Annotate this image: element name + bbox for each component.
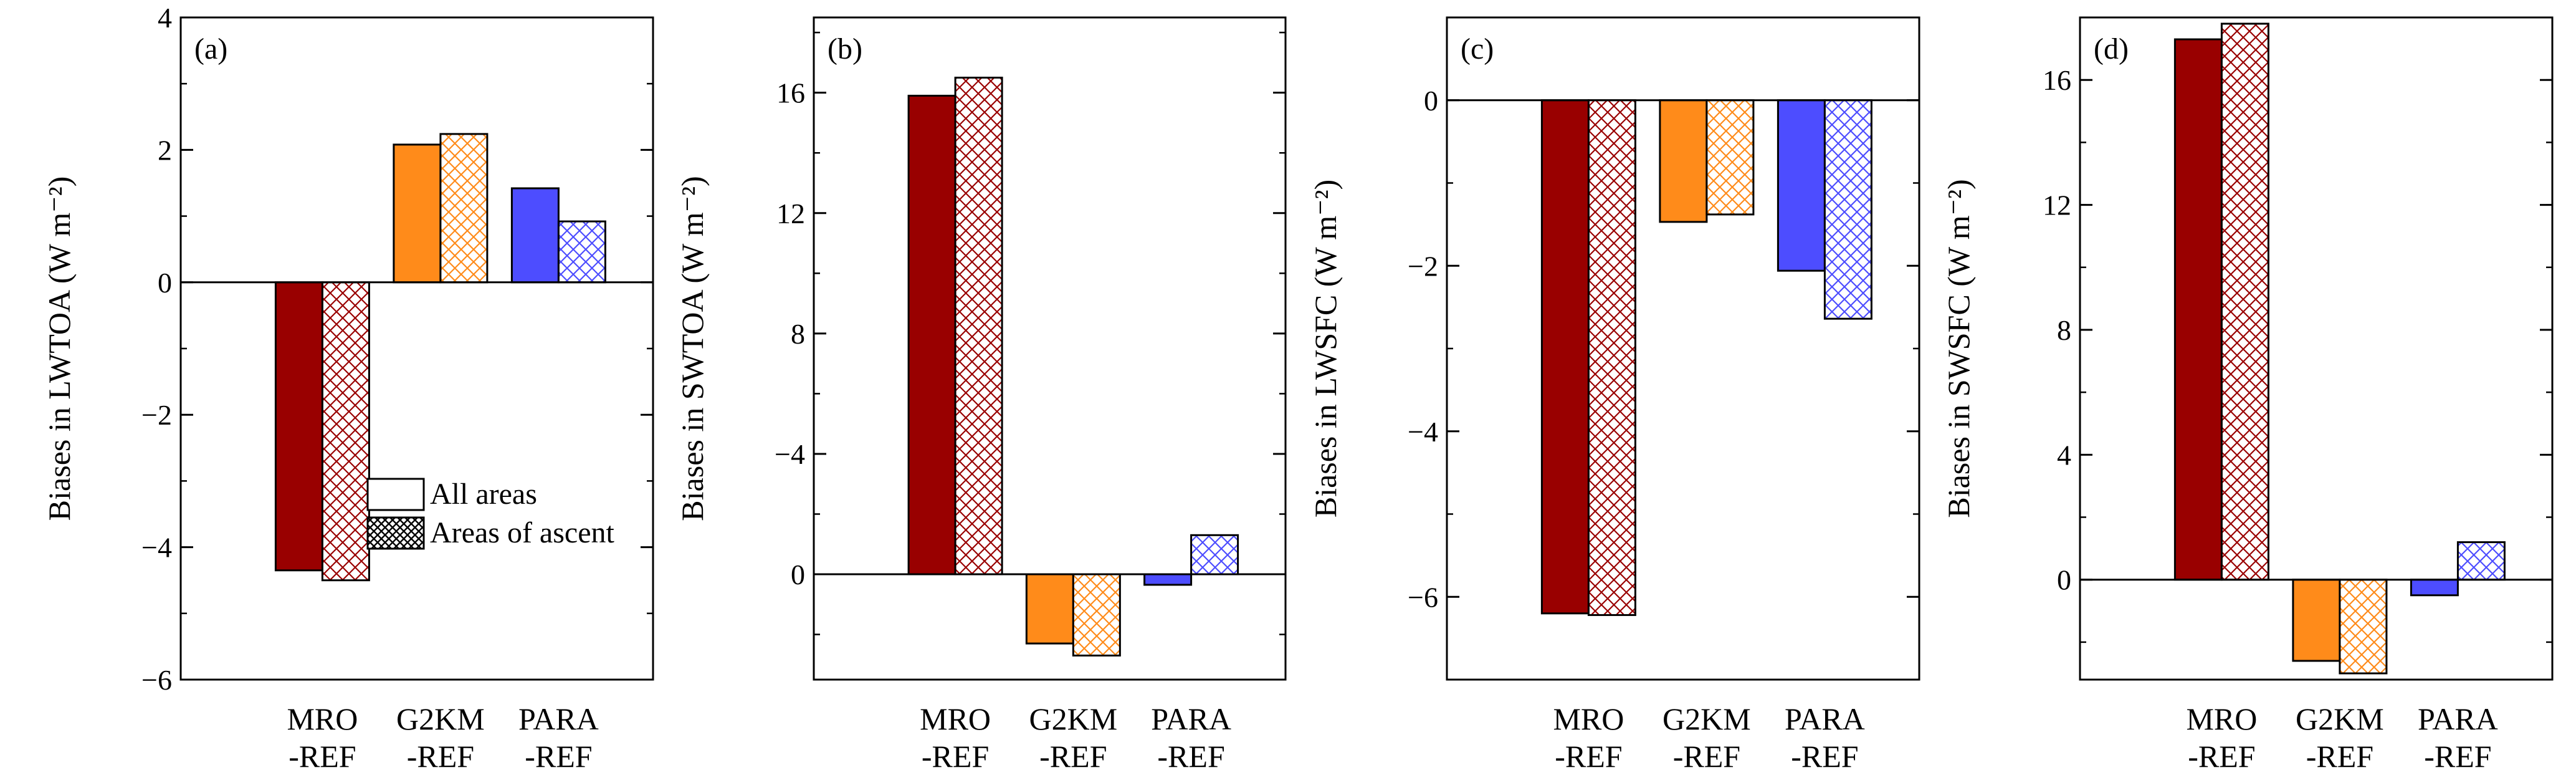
bar-all-areas-mro	[907, 95, 956, 575]
y-tick-label: 8	[2057, 314, 2071, 346]
panel-d: 0481216MRO-REFG2KM-REFPARA-REF(d)Biases …	[1941, 16, 2554, 774]
y-tick-label: 8	[791, 318, 805, 350]
bar-all-areas-para	[2410, 579, 2459, 597]
x-tick-label: MRO	[2186, 701, 2257, 736]
x-tick-label: -REF	[1157, 739, 1224, 774]
panel-b: 0−481216MRO-REFG2KM-REFPARA-REF(b)Biases…	[675, 16, 1287, 774]
legend: All areas Areas of ascent	[366, 478, 615, 550]
y-tick-label: −4	[1408, 416, 1438, 448]
bar-all-areas-mro	[274, 281, 323, 572]
bar-ascent-para	[1823, 99, 1872, 320]
x-tick-label: MRO	[920, 701, 991, 736]
bar-ascent-g2km	[1072, 573, 1121, 657]
bar-ascent-mro	[2220, 22, 2269, 581]
bar-ascent-para	[2456, 541, 2506, 581]
panel-label: (d)	[2094, 32, 2129, 65]
bar-ascent-mro	[1587, 99, 1636, 616]
bar-ascent-g2km	[2339, 579, 2388, 675]
bar-ascent-g2km	[1705, 99, 1755, 216]
y-tick-label: 4	[158, 2, 172, 34]
y-tick-label: −4	[141, 532, 172, 564]
x-tick-label: -REF	[407, 739, 474, 774]
bar-all-areas-para	[510, 187, 560, 284]
x-tick-label: -REF	[1673, 739, 1740, 774]
bar-all-areas-mro	[1540, 99, 1590, 615]
y-tick-label: 0	[1424, 85, 1438, 117]
x-tick-label: -REF	[1039, 739, 1107, 774]
x-tick-label: -REF	[1555, 739, 1622, 774]
x-tick-label: G2KM	[1029, 701, 1118, 736]
x-tick-label: G2KM	[2296, 701, 2384, 736]
panel-a: −6−4−2024MRO-REFG2KM-REFPARA-REF(a)Biase…	[42, 2, 654, 774]
y-tick-label: 2	[158, 134, 172, 166]
axes-frame	[813, 16, 1287, 681]
panel-c: −6−4−20MRO-REFG2KM-REFPARA-REF(c)Biases …	[1308, 16, 1920, 774]
x-tick-label: PARA	[518, 701, 599, 736]
legend-swatch-areas-of-ascent	[366, 516, 425, 550]
bar-ascent-g2km	[439, 133, 489, 284]
y-tick-label: −2	[141, 399, 172, 431]
x-tick-label: -REF	[289, 739, 356, 774]
y-tick-label: 4	[2057, 439, 2071, 471]
y-tick-label: 0	[158, 267, 172, 299]
x-tick-label: MRO	[287, 701, 358, 736]
x-tick-label: G2KM	[1662, 701, 1751, 736]
bar-ascent-mro	[321, 281, 370, 582]
bar-all-areas-para	[1143, 573, 1193, 586]
y-tick-label: 12	[2043, 190, 2071, 221]
x-tick-label: -REF	[922, 739, 989, 774]
legend-label-all-areas: All areas	[430, 478, 537, 511]
y-axis-label: Biases in LWTOA (W m⁻²)	[42, 176, 77, 521]
bar-ascent-para	[1190, 534, 1239, 575]
panel-label: (b)	[828, 32, 862, 65]
y-tick-label: −4	[775, 438, 805, 470]
x-tick-label: G2KM	[396, 701, 485, 736]
y-tick-label: 0	[2057, 564, 2071, 596]
y-axis-label: Biases in LWSFC (W m⁻²)	[1308, 180, 1343, 517]
bar-all-areas-g2km	[1025, 573, 1074, 645]
y-axis-label: Biases in SWTOA (W m⁻²)	[675, 176, 710, 521]
bar-all-areas-g2km	[2292, 579, 2341, 662]
x-tick-label: MRO	[1553, 701, 1624, 736]
panel-label: (c)	[1461, 32, 1494, 65]
y-tick-label: 16	[2043, 64, 2071, 96]
legend-label-areas-of-ascent: Areas of ascent	[430, 516, 615, 549]
legend-swatch-all-areas	[366, 478, 425, 511]
x-tick-label: PARA	[1151, 701, 1231, 736]
bar-ascent-mro	[954, 77, 1003, 575]
x-tick-label: -REF	[2306, 739, 2373, 774]
y-tick-label: −6	[1408, 581, 1438, 613]
bar-all-areas-g2km	[393, 143, 442, 284]
bar-ascent-para	[557, 220, 606, 284]
bar-all-areas-mro	[2173, 38, 2223, 581]
y-tick-label: 0	[791, 559, 805, 590]
y-tick-label: −6	[141, 664, 172, 696]
panel-label: (a)	[194, 32, 227, 65]
axes-frame	[179, 16, 654, 681]
y-axis-label: Biases in SWSFC (W m⁻²)	[1941, 179, 1976, 517]
x-tick-label: -REF	[2424, 739, 2491, 774]
bar-all-areas-g2km	[1659, 99, 1708, 223]
bar-all-areas-para	[1777, 99, 1826, 272]
axes-frame	[2079, 16, 2554, 681]
y-tick-label: 16	[776, 77, 805, 109]
x-tick-label: -REF	[525, 739, 592, 774]
y-tick-label: −2	[1408, 250, 1438, 282]
x-tick-label: PARA	[2418, 701, 2498, 736]
x-tick-label: -REF	[2188, 739, 2255, 774]
y-tick-label: 12	[776, 198, 805, 229]
x-tick-label: PARA	[1785, 701, 1865, 736]
x-tick-label: -REF	[1791, 739, 1858, 774]
